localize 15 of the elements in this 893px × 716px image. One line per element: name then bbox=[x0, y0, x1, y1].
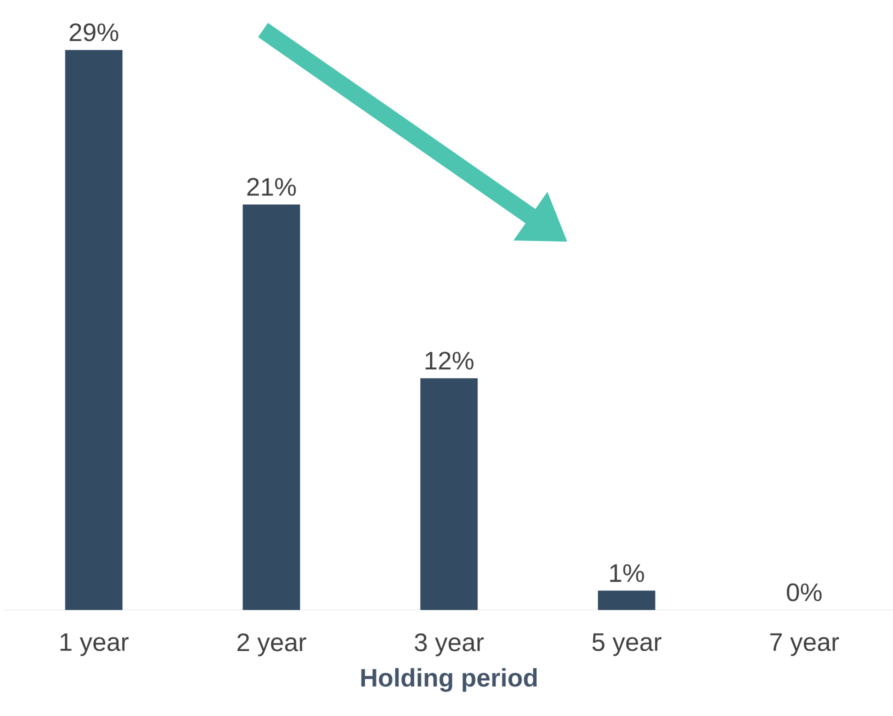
data-label: 0% bbox=[786, 583, 822, 602]
data-label: 21% bbox=[247, 178, 296, 196]
x-tick-label: 3 year bbox=[414, 633, 484, 656]
x-axis-title: Holding period bbox=[361, 668, 537, 692]
bar bbox=[420, 378, 478, 610]
data-label: 1% bbox=[610, 564, 644, 582]
bar bbox=[65, 50, 122, 610]
x-tick-label: 1 year bbox=[60, 633, 129, 656]
data-label: 29% bbox=[70, 23, 118, 42]
x-tick-label: 7 year bbox=[770, 633, 839, 656]
x-tick-label: 5 year bbox=[592, 633, 662, 656]
bar bbox=[242, 204, 300, 610]
x-tick-label: 2 year bbox=[237, 633, 306, 656]
data-label: 12% bbox=[426, 352, 474, 370]
bar bbox=[598, 590, 656, 610]
